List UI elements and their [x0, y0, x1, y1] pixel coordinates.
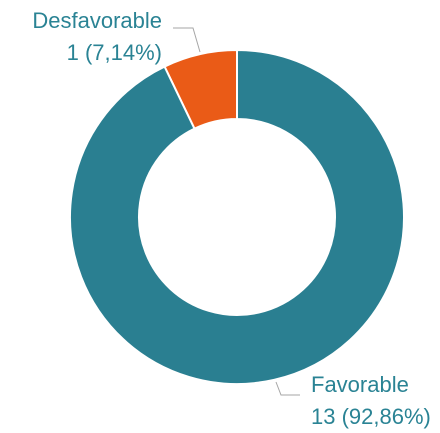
label-name-desfavorable: Desfavorable [32, 8, 162, 33]
label-value-desfavorable: 1 (7,14%) [67, 40, 162, 65]
slice-favorable [69, 48, 405, 385]
leader-line-desfavorable [173, 27, 201, 53]
label-value-favorable: 13 (92,86%) [311, 404, 431, 429]
data-labels: Desfavorable 1 (7,14%) Favorable 13 (92,86%… [32, 8, 431, 429]
leader-line-favorable [275, 381, 300, 396]
label-name-favorable: Favorable [311, 372, 409, 397]
donut-slices [69, 48, 405, 385]
leader-lines [173, 27, 300, 396]
